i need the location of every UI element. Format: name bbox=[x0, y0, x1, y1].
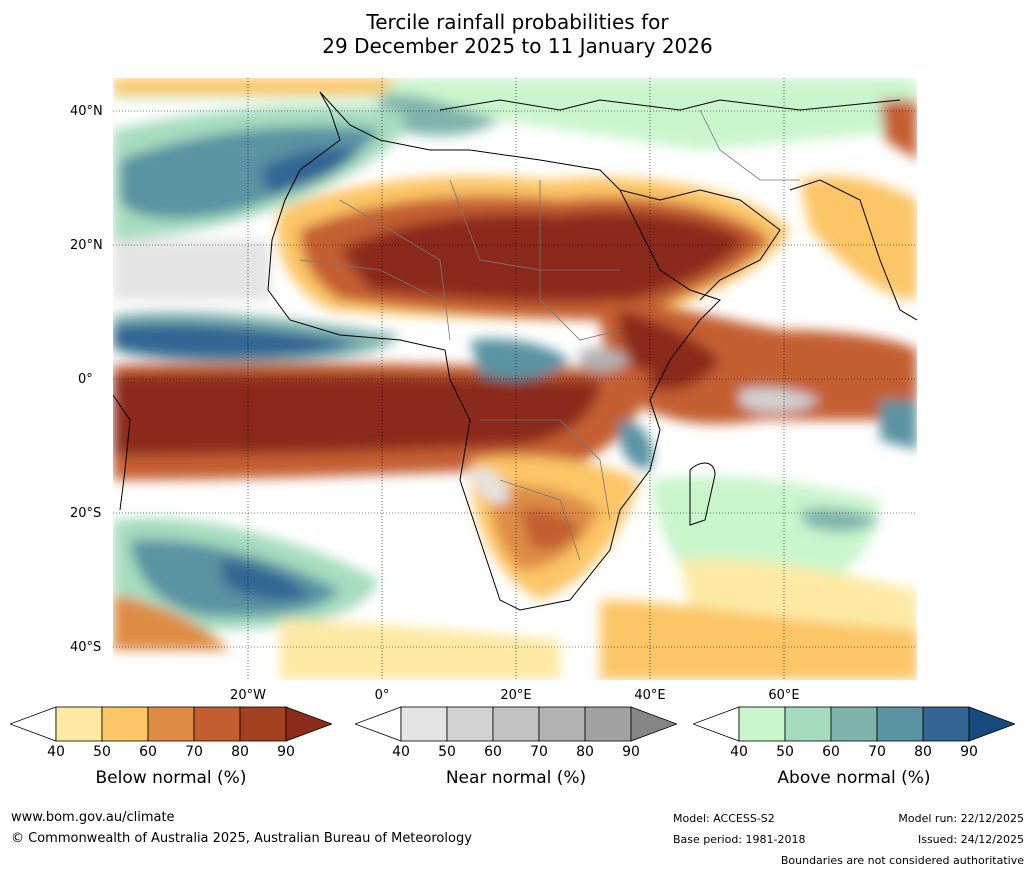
footer-issued: Issued: 24/12/2025 bbox=[917, 833, 1024, 846]
colorbar-segment bbox=[193, 706, 241, 742]
below-tick-60: 60 bbox=[139, 744, 157, 760]
above-tick-60: 60 bbox=[822, 744, 840, 760]
near-normal-colorbar bbox=[355, 706, 677, 742]
lon-label-0: 0° bbox=[374, 688, 390, 703]
colorbar-segment bbox=[538, 706, 586, 742]
map-title-line2: 29 December 2025 to 11 January 2026 bbox=[322, 34, 713, 58]
below-normal-colorbar bbox=[10, 706, 332, 742]
map-title-line1: Tercile rainfall probabilities for bbox=[366, 10, 669, 34]
near-tick-40: 40 bbox=[392, 744, 410, 760]
colorbar-segment bbox=[830, 706, 878, 742]
colorbar-segment bbox=[876, 706, 924, 742]
probability-field bbox=[113, 78, 917, 680]
colorbar-max-extension bbox=[285, 706, 332, 742]
graticule bbox=[113, 78, 917, 680]
colorbar-segment bbox=[147, 706, 195, 742]
footer-url[interactable]: www.bom.gov.au/climate bbox=[11, 810, 175, 825]
country-borders bbox=[299, 109, 800, 561]
footer-model-run: Model run: 22/12/2025 bbox=[898, 812, 1024, 825]
near-tick-70: 70 bbox=[530, 744, 548, 760]
footer-disclaimer: Boundaries are not considered authoritat… bbox=[780, 854, 1024, 867]
near-tick-80: 80 bbox=[576, 744, 594, 760]
coastlines bbox=[113, 91, 917, 611]
lon-label-40e: 40°E bbox=[634, 688, 666, 703]
colorbar-segment bbox=[784, 706, 832, 742]
above-tick-90: 90 bbox=[960, 744, 978, 760]
colorbar-segment bbox=[55, 706, 103, 742]
colorbar-max-extension bbox=[968, 706, 1015, 742]
colorbar-max-extension bbox=[630, 706, 677, 742]
near-tick-50: 50 bbox=[438, 744, 456, 760]
lon-label-20w: 20°W bbox=[230, 688, 266, 703]
lat-label-equator: 0° bbox=[78, 372, 93, 387]
lat-label-20s: 20°S bbox=[70, 506, 102, 521]
colorbar-segment bbox=[101, 706, 149, 742]
colorbar-segment bbox=[400, 706, 448, 742]
lat-label-40n: 40°N bbox=[70, 104, 103, 119]
footer-model: Model: ACCESS-S2 bbox=[673, 812, 775, 825]
near-tick-60: 60 bbox=[484, 744, 502, 760]
rainfall-map bbox=[113, 78, 917, 680]
lon-label-60e: 60°E bbox=[768, 688, 800, 703]
colorbar-min-extension bbox=[10, 706, 57, 742]
colorbar-segment bbox=[922, 706, 970, 742]
above-tick-50: 50 bbox=[776, 744, 794, 760]
above-normal-title: Above normal (%) bbox=[777, 768, 931, 788]
below-tick-70: 70 bbox=[185, 744, 203, 760]
above-tick-40: 40 bbox=[730, 744, 748, 760]
colorbar-segment bbox=[446, 706, 494, 742]
below-tick-40: 40 bbox=[47, 744, 65, 760]
below-tick-80: 80 bbox=[231, 744, 249, 760]
colorbar-segment bbox=[738, 706, 786, 742]
colorbar-segment bbox=[584, 706, 632, 742]
colorbar-segment bbox=[492, 706, 540, 742]
colorbar-segment bbox=[239, 706, 287, 742]
near-normal-title: Near normal (%) bbox=[445, 768, 587, 788]
below-tick-50: 50 bbox=[93, 744, 111, 760]
footer-base-period: Base period: 1981-2018 bbox=[673, 833, 806, 846]
colorbar-min-extension bbox=[355, 706, 402, 742]
lat-label-20n: 20°N bbox=[70, 238, 103, 253]
above-tick-70: 70 bbox=[868, 744, 886, 760]
near-tick-90: 90 bbox=[622, 744, 640, 760]
colorbar-min-extension bbox=[693, 706, 740, 742]
lat-label-40s: 40°S bbox=[70, 640, 102, 655]
above-tick-80: 80 bbox=[914, 744, 932, 760]
lon-label-20e: 20°E bbox=[500, 688, 532, 703]
above-normal-colorbar bbox=[693, 706, 1015, 742]
below-normal-title: Below normal (%) bbox=[95, 768, 247, 788]
below-tick-90: 90 bbox=[277, 744, 295, 760]
footer-copyright: © Commonwealth of Australia 2025, Austra… bbox=[11, 831, 472, 846]
